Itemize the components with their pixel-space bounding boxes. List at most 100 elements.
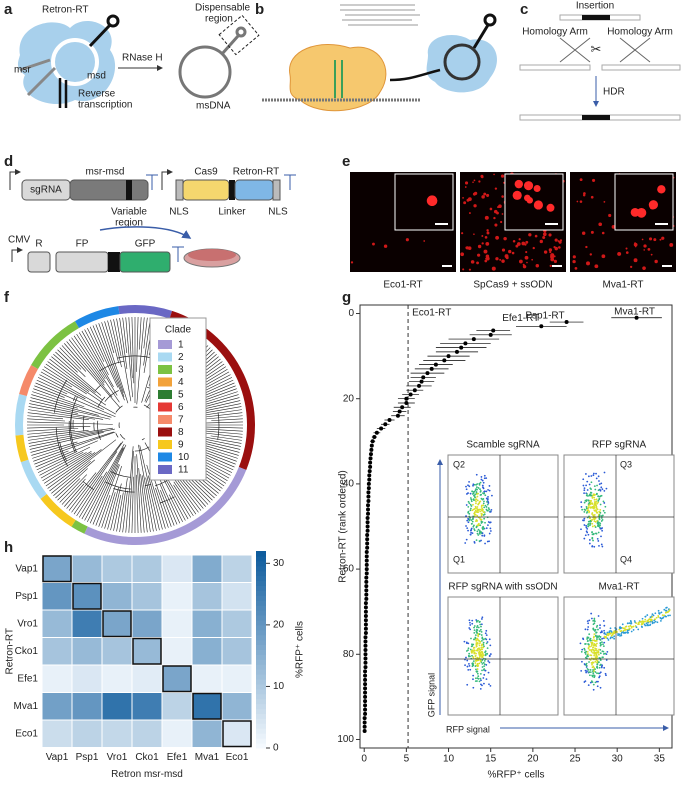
tree-branch [159, 479, 181, 524]
flow-event [663, 614, 666, 617]
colorbar-step [256, 555, 266, 562]
flow-event [588, 501, 591, 504]
point [363, 707, 368, 712]
flow-event [587, 684, 590, 687]
col-label: Eco1 [226, 752, 249, 763]
flow-event [593, 639, 596, 642]
flow-event [595, 472, 597, 475]
label: region [205, 14, 233, 25]
point [446, 354, 451, 359]
colorbar-tick-label: 10 [273, 681, 285, 692]
flow-event [588, 674, 591, 677]
point [366, 490, 371, 495]
flow-event [592, 474, 595, 477]
flow-event [597, 521, 599, 523]
flow-event [590, 500, 593, 502]
legend-swatch [158, 440, 172, 449]
flow-event [489, 653, 492, 655]
tree-node [95, 385, 101, 391]
flow-event [584, 473, 587, 475]
flow-event [478, 657, 481, 660]
flow-event [583, 501, 586, 504]
flow-event [596, 672, 598, 675]
colorbar-step [256, 738, 266, 744]
diagonal-outline [102, 610, 132, 638]
col-label: Efe1 [167, 752, 188, 763]
cell [598, 222, 603, 227]
flow-event [485, 678, 488, 681]
cell [489, 207, 493, 211]
flow-event [479, 623, 482, 626]
flow-event [481, 532, 484, 535]
label: msDNA [196, 101, 231, 112]
flow-event [594, 634, 597, 637]
flow-event [592, 648, 595, 651]
flow-event [467, 492, 469, 494]
tree-branch [34, 385, 65, 398]
flow-event [596, 665, 598, 668]
flow-event [479, 532, 481, 535]
flow-event [472, 503, 474, 506]
flow-event [482, 486, 484, 489]
flow-event [603, 631, 606, 634]
point [369, 447, 374, 452]
legend-label: 2 [178, 352, 184, 363]
flow-event [630, 630, 633, 633]
flow-event [474, 636, 477, 639]
flow-event [471, 645, 474, 647]
cell [617, 251, 622, 256]
cell [528, 233, 532, 237]
point [367, 477, 372, 482]
tree-branch [32, 431, 114, 459]
flow-event [589, 671, 592, 674]
colorbar-step [256, 713, 266, 719]
flow-event [480, 648, 483, 651]
tree-branch [116, 318, 132, 402]
cell [514, 179, 524, 189]
cell [579, 178, 583, 182]
cell [516, 242, 521, 246]
cell [501, 248, 506, 252]
colorbar-step [256, 585, 266, 591]
x-tick-label: 15 [485, 754, 497, 765]
flow-event [479, 524, 482, 527]
flow-event [480, 506, 483, 508]
flow-event [483, 659, 486, 662]
flow-event [589, 503, 592, 506]
flow-event [473, 542, 476, 544]
cell [470, 260, 475, 264]
tree-branch [51, 460, 91, 494]
colorbar-tick-label: 20 [273, 620, 285, 631]
flow-event [597, 499, 600, 502]
flow-event [584, 628, 587, 631]
inset-title: Scamble sgRNA [466, 440, 540, 451]
flow-event [585, 505, 588, 508]
flow-event [632, 625, 635, 628]
flow-event [605, 487, 608, 490]
label: NLS [169, 207, 189, 218]
flow-event [592, 646, 595, 649]
panel-c: c Insertion Homology Arm Homology Arm ✂ … [519, 1, 681, 121]
label: FP [76, 239, 89, 250]
cell [653, 238, 657, 242]
flow-event [467, 668, 470, 671]
flow-event [641, 622, 644, 625]
tree-branch [145, 477, 157, 531]
flow-event [586, 637, 589, 640]
tree-branch [29, 400, 111, 420]
flow-event [583, 663, 586, 665]
flow-event [595, 532, 598, 535]
flow-event [470, 651, 473, 653]
colorbar-step [256, 733, 266, 739]
flow-event [665, 615, 668, 618]
msd-stem [472, 24, 490, 49]
flow-event [598, 480, 600, 482]
x-axis-label: %RFP⁺ cells [488, 770, 545, 781]
flow-event [605, 674, 607, 677]
flow-event [591, 531, 593, 534]
flow-event [482, 654, 485, 657]
msr-msd-box [69, 179, 149, 201]
flow-event [652, 614, 655, 617]
cell [383, 244, 388, 248]
flow-event [594, 488, 597, 491]
